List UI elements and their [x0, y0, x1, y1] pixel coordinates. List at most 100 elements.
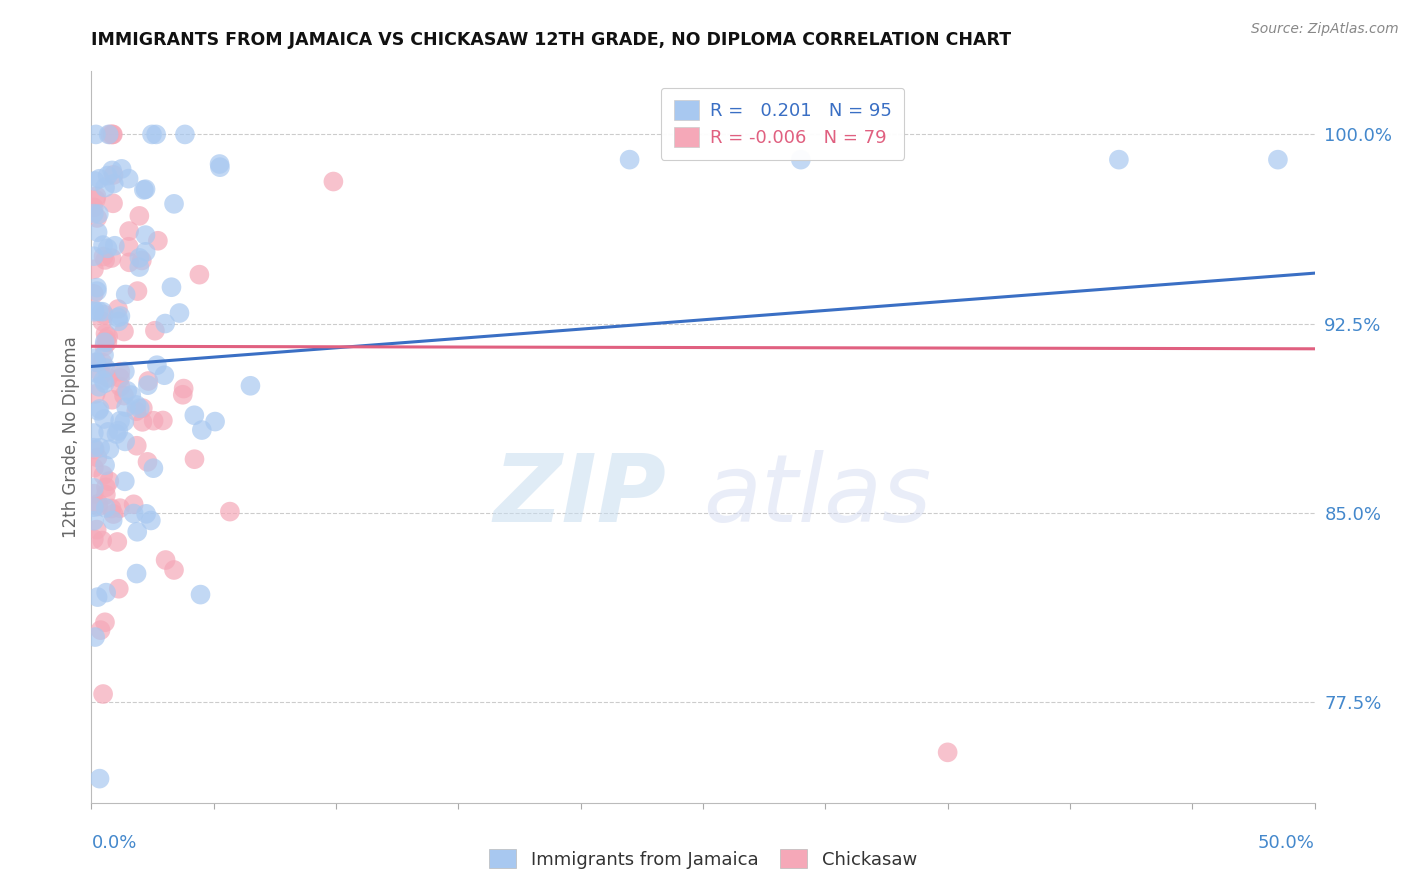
Point [98, 474, 121, 488]
Point [83, 174, 105, 188]
Point [94, 180, 117, 194]
Point [91, 356, 114, 370]
Point [84, 366, 107, 380]
Point [101, 128, 124, 142]
Point [86, 450, 108, 465]
Point [936, 745, 959, 759]
Point [110, 380, 132, 394]
Point [163, 563, 186, 577]
Point [128, 260, 150, 274]
Point [191, 423, 214, 437]
Point [128, 209, 150, 223]
Point [128, 401, 150, 416]
Point [172, 388, 194, 402]
Point [84, 128, 107, 142]
Point [103, 507, 125, 521]
Point [128, 251, 150, 265]
Point [110, 365, 132, 379]
Point [83, 303, 105, 318]
Point [131, 253, 153, 268]
Point [89, 401, 111, 416]
Point [135, 244, 157, 259]
Point [86, 211, 108, 225]
Point [90, 368, 112, 382]
Point [93, 335, 115, 350]
Point [219, 505, 242, 519]
Point [155, 553, 177, 567]
Point [94, 252, 117, 267]
Legend: R =   0.201   N = 95, R = -0.006   N = 79: R = 0.201 N = 95, R = -0.006 N = 79 [661, 87, 904, 160]
Point [101, 128, 124, 142]
Point [152, 413, 174, 427]
Point [120, 388, 142, 402]
Point [101, 392, 124, 407]
Point [105, 427, 128, 442]
Point [84, 193, 107, 207]
Point [94, 326, 117, 341]
Point [118, 240, 141, 254]
Point [94, 488, 117, 502]
Point [132, 183, 155, 197]
Legend: Immigrants from Jamaica, Chickasaw: Immigrants from Jamaica, Chickasaw [482, 842, 924, 876]
Point [114, 434, 136, 449]
Point [125, 566, 148, 581]
Point [83, 481, 105, 495]
Point [89, 772, 111, 786]
Point [107, 314, 129, 328]
Point [97, 128, 120, 142]
Point [115, 384, 138, 398]
Point [108, 371, 131, 385]
Text: atlas: atlas [703, 450, 931, 541]
Point [86, 355, 108, 369]
Text: ZIP: ZIP [494, 450, 666, 541]
Point [322, 175, 344, 189]
Point [117, 171, 139, 186]
Point [114, 475, 136, 489]
Point [83, 286, 105, 301]
Point [91, 304, 114, 318]
Point [83, 532, 105, 546]
Point [1108, 153, 1130, 167]
Point [134, 228, 156, 243]
Point [83, 262, 105, 277]
Point [790, 153, 813, 167]
Point [104, 238, 127, 252]
Point [98, 442, 121, 457]
Y-axis label: 12th Grade, No Diploma: 12th Grade, No Diploma [62, 336, 80, 538]
Point [101, 196, 124, 211]
Text: IMMIGRANTS FROM JAMAICA VS CHICKASAW 12TH GRADE, NO DIPLOMA CORRELATION CHART: IMMIGRANTS FROM JAMAICA VS CHICKASAW 12T… [91, 31, 1011, 49]
Point [86, 590, 108, 604]
Point [103, 177, 125, 191]
Point [93, 373, 115, 387]
Point [83, 206, 105, 220]
Point [108, 414, 131, 428]
Point [105, 535, 128, 549]
Point [111, 161, 134, 176]
Point [97, 169, 120, 183]
Point [87, 404, 110, 418]
Point [146, 234, 169, 248]
Point [89, 171, 111, 186]
Point [163, 197, 186, 211]
Point [183, 452, 205, 467]
Point [83, 442, 105, 457]
Point [83, 441, 105, 455]
Point [153, 317, 176, 331]
Point [94, 361, 117, 376]
Point [1267, 153, 1289, 167]
Point [146, 358, 169, 372]
Point [94, 480, 117, 494]
Point [153, 368, 176, 383]
Point [94, 615, 117, 630]
Point [98, 128, 121, 142]
Point [89, 441, 111, 455]
Point [135, 182, 157, 196]
Point [139, 513, 162, 527]
Point [188, 268, 211, 282]
Point [83, 514, 105, 528]
Text: 0.0%: 0.0% [91, 834, 136, 852]
Point [143, 324, 166, 338]
Text: Source: ZipAtlas.com: Source: ZipAtlas.com [1251, 22, 1399, 37]
Point [110, 309, 132, 323]
Point [132, 401, 155, 416]
